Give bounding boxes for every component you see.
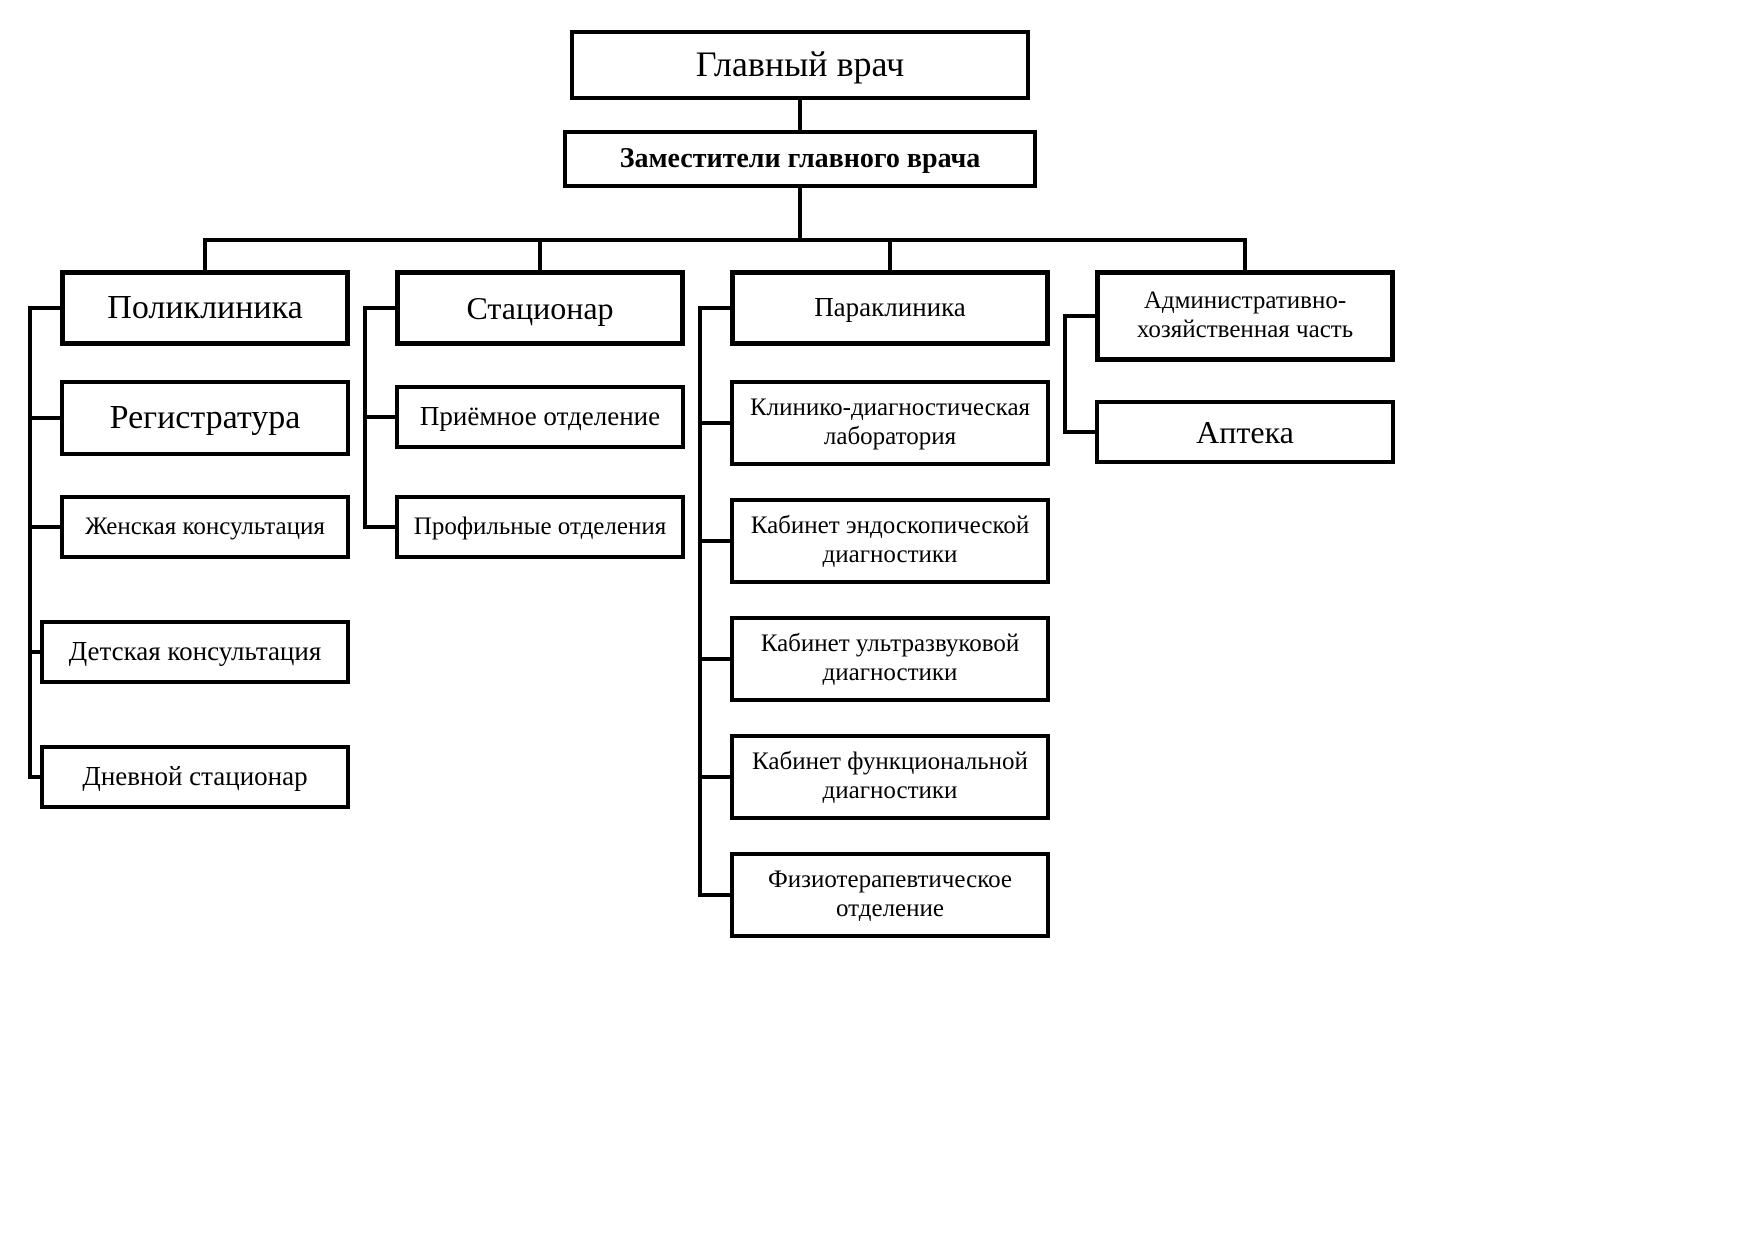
node-label: Кабинет ультразвуковой диагностики xyxy=(742,630,1038,688)
node-label: Кабинет функциональной диагностики xyxy=(742,748,1038,806)
node-label: Аптека xyxy=(1196,414,1294,451)
node-col3_2: Кабинет эндоскопической диагностики xyxy=(730,498,1050,584)
node-label: Приёмное отделение xyxy=(420,401,660,432)
node-col1_4: Дневной стационар xyxy=(40,745,350,809)
node-label: Поликлиника xyxy=(107,288,302,327)
node-col4_head: Административно-хозяйственная часть xyxy=(1095,270,1395,362)
node-col3_5: Физиотерапевтическое отделение xyxy=(730,852,1050,938)
node-col3_head: Параклиника xyxy=(730,270,1050,346)
node-label: Женская консультация xyxy=(85,513,325,542)
node-col1_2: Женская консультация xyxy=(60,495,350,559)
node-label: Кабинет эндоскопической диагностики xyxy=(742,512,1038,570)
node-label: Профильные отделения xyxy=(414,513,666,542)
node-col3_3: Кабинет ультразвуковой диагностики xyxy=(730,616,1050,702)
node-col2_head: Стационар xyxy=(395,270,685,346)
node-label: Физиотерапевтическое отделение xyxy=(742,866,1038,924)
node-col3_4: Кабинет функциональной диагностики xyxy=(730,734,1050,820)
node-col3_1: Клинико-диагностическая лаборатория xyxy=(730,380,1050,466)
node-col2_2: Профильные отделения xyxy=(395,495,685,559)
node-label: Регистратура xyxy=(110,398,301,437)
node-label: Стационар xyxy=(466,290,613,327)
node-label: Параклиника xyxy=(814,292,966,323)
node-label: Административно-хозяйственная часть xyxy=(1108,287,1382,345)
node-col4_1: Аптека xyxy=(1095,400,1395,464)
node-col1_3: Детская консультация xyxy=(40,620,350,684)
node-col2_1: Приёмное отделение xyxy=(395,385,685,449)
node-deputies: Заместители главного врача xyxy=(563,130,1037,188)
node-label: Главный врач xyxy=(696,44,904,85)
node-label: Детская консультация xyxy=(69,636,322,667)
node-col1_head: Поликлиника xyxy=(60,270,350,346)
node-root: Главный врач xyxy=(570,30,1030,100)
node-col1_1: Регистратура xyxy=(60,380,350,456)
node-label: Дневной стационар xyxy=(82,761,307,792)
node-label: Клинико-диагностическая лаборатория xyxy=(742,394,1038,452)
org-chart: Главный врач Заместители главного врача По… xyxy=(0,0,1754,1240)
node-label: Заместители главного врача xyxy=(620,143,981,175)
